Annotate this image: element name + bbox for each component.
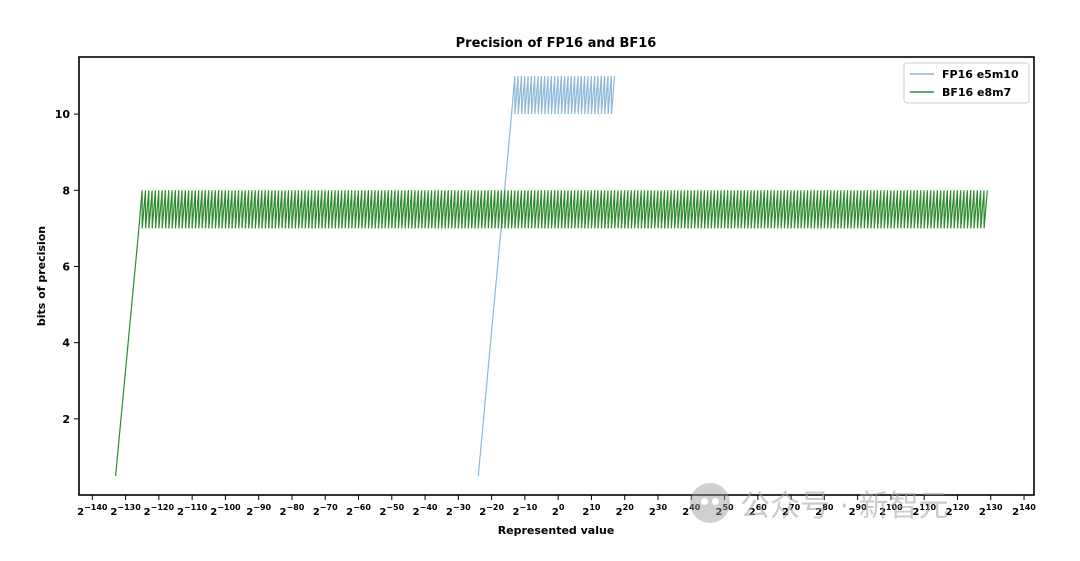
x-tick-label: 2−140 [77,503,108,518]
x-tick-label: 2−130 [110,503,141,518]
plot-area [115,75,988,477]
x-tick-label: 2−110 [177,503,208,518]
y-axis-ticks: 2 4 6 8 10 [55,108,79,426]
x-tick-label: 240 [682,503,701,518]
x-tick-label: 2−70 [313,503,338,518]
x-tick-label: 2−10 [512,503,537,518]
x-tick-label: 2−90 [246,503,271,518]
y-tick-label: 4 [62,337,70,350]
y-tick-label: 2 [62,413,70,426]
x-axis-ticks: 2−140 2−130 2−120 2−110 2−100 2−90 2−80 2−70 2−6… [77,495,1036,518]
series-line-fp16 [477,75,616,477]
chart-title: Precision of FP16 and BF16 [456,36,657,51]
x-tick-label: 20 [552,503,565,518]
series-line-bf16 [115,190,988,477]
x-tick-label: 2−60 [346,503,371,518]
x-tick-label: 270 [782,503,801,518]
legend-label: BF16 e8m7 [942,86,1011,99]
x-tick-label: 2−50 [379,503,404,518]
x-tick-label: 2−100 [210,503,241,518]
x-tick-label: 2100 [879,503,903,518]
x-tick-label: 2−30 [446,503,471,518]
x-tick-label: 2120 [946,503,970,518]
legend: FP16 e5m10 BF16 e8m7 [903,62,1030,104]
x-tick-label: 2110 [912,503,936,518]
x-tick-label: 290 [849,503,868,518]
x-tick-label: 220 [616,503,635,518]
y-axis-label: bits of precision [35,226,48,326]
legend-label: FP16 e5m10 [942,68,1019,81]
x-axis-label: Represented value [498,524,615,537]
x-tick-label: 2−40 [413,503,438,518]
x-tick-label: 2130 [979,503,1003,518]
x-tick-label: 250 [715,503,734,518]
x-tick-label: 2−120 [144,503,175,518]
x-tick-label: 2−20 [479,503,504,518]
x-tick-label: 280 [815,503,834,518]
x-tick-label: 210 [582,503,601,518]
x-tick-label: 2140 [1012,503,1036,518]
x-tick-label: 230 [649,503,668,518]
y-tick-label: 10 [55,108,71,121]
legend-box [903,62,1030,104]
x-tick-label: 2−80 [280,503,305,518]
y-tick-label: 8 [62,184,70,197]
plot-frame [78,56,1035,496]
x-tick-label: 260 [749,503,768,518]
y-tick-label: 6 [62,260,70,273]
